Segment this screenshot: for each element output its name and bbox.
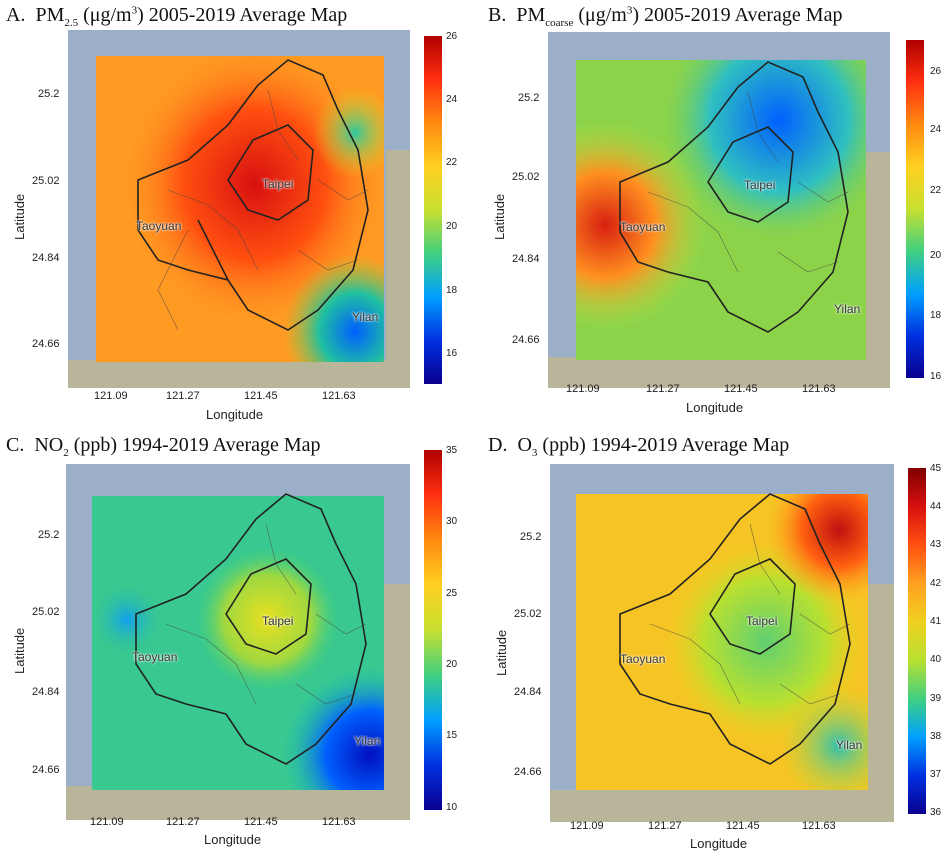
city-label-yilan: Yilan	[834, 302, 861, 316]
colorbar-tick: 40	[930, 654, 942, 665]
y-tick: 25.2	[520, 531, 542, 543]
colorbar-tick: 22	[930, 185, 942, 196]
y-tick: 25.2	[518, 92, 540, 104]
city-label-taoyuan: Taoyuan	[136, 219, 182, 233]
colorbar-tick: 37	[930, 769, 942, 780]
y-tick: 25.02	[514, 608, 542, 620]
city-label-taoyuan: Taoyuan	[620, 652, 666, 666]
y-tick: 24.66	[32, 338, 60, 350]
city-label-taipei: Taipei	[744, 178, 776, 192]
colorbar-tick: 16	[930, 371, 942, 382]
x-tick: 121.09	[570, 820, 604, 832]
y-tick: 24.84	[512, 253, 540, 265]
colorbar-tick: 24	[446, 94, 458, 105]
colorbar-tick: 20	[446, 659, 458, 670]
map-pm25	[68, 30, 410, 388]
y-tick: 25.2	[38, 88, 60, 100]
colorbar-tick: 18	[446, 285, 458, 296]
panel-title: C. NO2 (ppb) 1994-2019 Average Map	[6, 434, 321, 459]
colorbar-tick: 41	[930, 616, 942, 627]
colorbar-tick: 10	[446, 802, 458, 813]
colorbar-tick: 38	[930, 731, 942, 742]
y-tick: 25.02	[32, 175, 60, 187]
x-tick: 121.63	[322, 390, 356, 402]
colorbar-tick: 44	[930, 501, 942, 512]
x-axis-label: Longitude	[686, 400, 744, 415]
y-axis-label: Latitude	[492, 193, 507, 240]
panel-title: B. PMcoarse (μg/m3) 2005-2019 Average Ma…	[488, 4, 843, 29]
y-tick: 24.84	[32, 252, 60, 264]
x-tick: 121.09	[90, 816, 124, 828]
city-label-yilan: Yilan	[352, 310, 379, 324]
y-tick: 25.2	[38, 529, 60, 541]
colorbar-tick: 35	[446, 445, 458, 456]
y-tick: 24.66	[32, 764, 60, 776]
x-tick: 121.63	[802, 820, 836, 832]
panel-o3: D. O3 (ppb) 1994-2019 Average Map	[478, 430, 947, 858]
city-label-taoyuan: Taoyuan	[132, 650, 178, 664]
y-tick: 24.84	[514, 686, 542, 698]
colorbar-tick: 30	[446, 516, 458, 527]
y-tick: 24.84	[32, 686, 60, 698]
colorbar	[906, 40, 924, 378]
colorbar-tick: 39	[930, 693, 942, 704]
x-tick: 121.27	[648, 820, 682, 832]
panel-title: A. PM2.5 (μg/m3) 2005-2019 Average Map	[6, 4, 348, 29]
x-axis-label: Longitude	[690, 836, 748, 851]
map-o3	[550, 464, 894, 822]
panel-title: D. O3 (ppb) 1994-2019 Average Map	[488, 434, 790, 459]
map-no2	[66, 464, 410, 820]
colorbar	[908, 468, 926, 814]
x-tick: 121.63	[322, 816, 356, 828]
colorbar	[424, 36, 442, 384]
colorbar-tick: 22	[446, 157, 458, 168]
map-pmcoarse	[548, 32, 890, 388]
colorbar-tick: 16	[446, 348, 458, 359]
x-tick: 121.09	[94, 390, 128, 402]
city-label-taipei: Taipei	[262, 614, 294, 628]
y-tick: 24.66	[514, 766, 542, 778]
x-tick: 121.45	[726, 820, 760, 832]
x-tick: 121.45	[244, 390, 278, 402]
y-tick: 24.66	[512, 334, 540, 346]
colorbar-tick: 26	[446, 31, 458, 42]
y-axis-label: Latitude	[12, 627, 27, 674]
colorbar-tick: 45	[930, 463, 942, 474]
city-label-taoyuan: Taoyuan	[620, 220, 666, 234]
colorbar-tick: 20	[446, 221, 458, 232]
colorbar-tick: 24	[930, 124, 942, 135]
colorbar-tick: 20	[930, 250, 942, 261]
y-tick: 25.02	[512, 171, 540, 183]
x-tick: 121.27	[166, 390, 200, 402]
colorbar-tick: 18	[930, 310, 942, 321]
colorbar-tick: 43	[930, 539, 942, 550]
x-tick: 121.45	[724, 383, 758, 395]
colorbar-tick: 15	[446, 730, 458, 741]
colorbar-tick: 36	[930, 807, 942, 818]
x-tick: 121.63	[802, 383, 836, 395]
colorbar-tick: 26	[930, 66, 942, 77]
x-tick: 121.27	[646, 383, 680, 395]
city-label-yilan: Yilan	[354, 734, 381, 748]
colorbar	[424, 450, 442, 810]
panel-no2: C. NO2 (ppb) 1994-2019 Average Map	[0, 430, 470, 858]
panel-pm25: A. PM2.5 (μg/m3) 2005-2019 Average Map	[0, 0, 470, 430]
y-axis-label: Latitude	[12, 193, 27, 240]
city-label-yilan: Yilan	[836, 738, 863, 752]
x-tick: 121.27	[166, 816, 200, 828]
y-tick: 25.02	[32, 606, 60, 618]
x-axis-label: Longitude	[206, 407, 264, 422]
colorbar-tick: 25	[446, 588, 458, 599]
y-axis-label: Latitude	[494, 629, 509, 676]
city-label-taipei: Taipei	[262, 177, 294, 191]
colorbar-tick: 42	[930, 578, 942, 589]
x-tick: 121.45	[244, 816, 278, 828]
x-tick: 121.09	[566, 383, 600, 395]
x-axis-label: Longitude	[204, 832, 262, 847]
panel-pmcoarse: B. PMcoarse (μg/m3) 2005-2019 Average Ma…	[478, 0, 947, 430]
city-label-taipei: Taipei	[746, 614, 778, 628]
